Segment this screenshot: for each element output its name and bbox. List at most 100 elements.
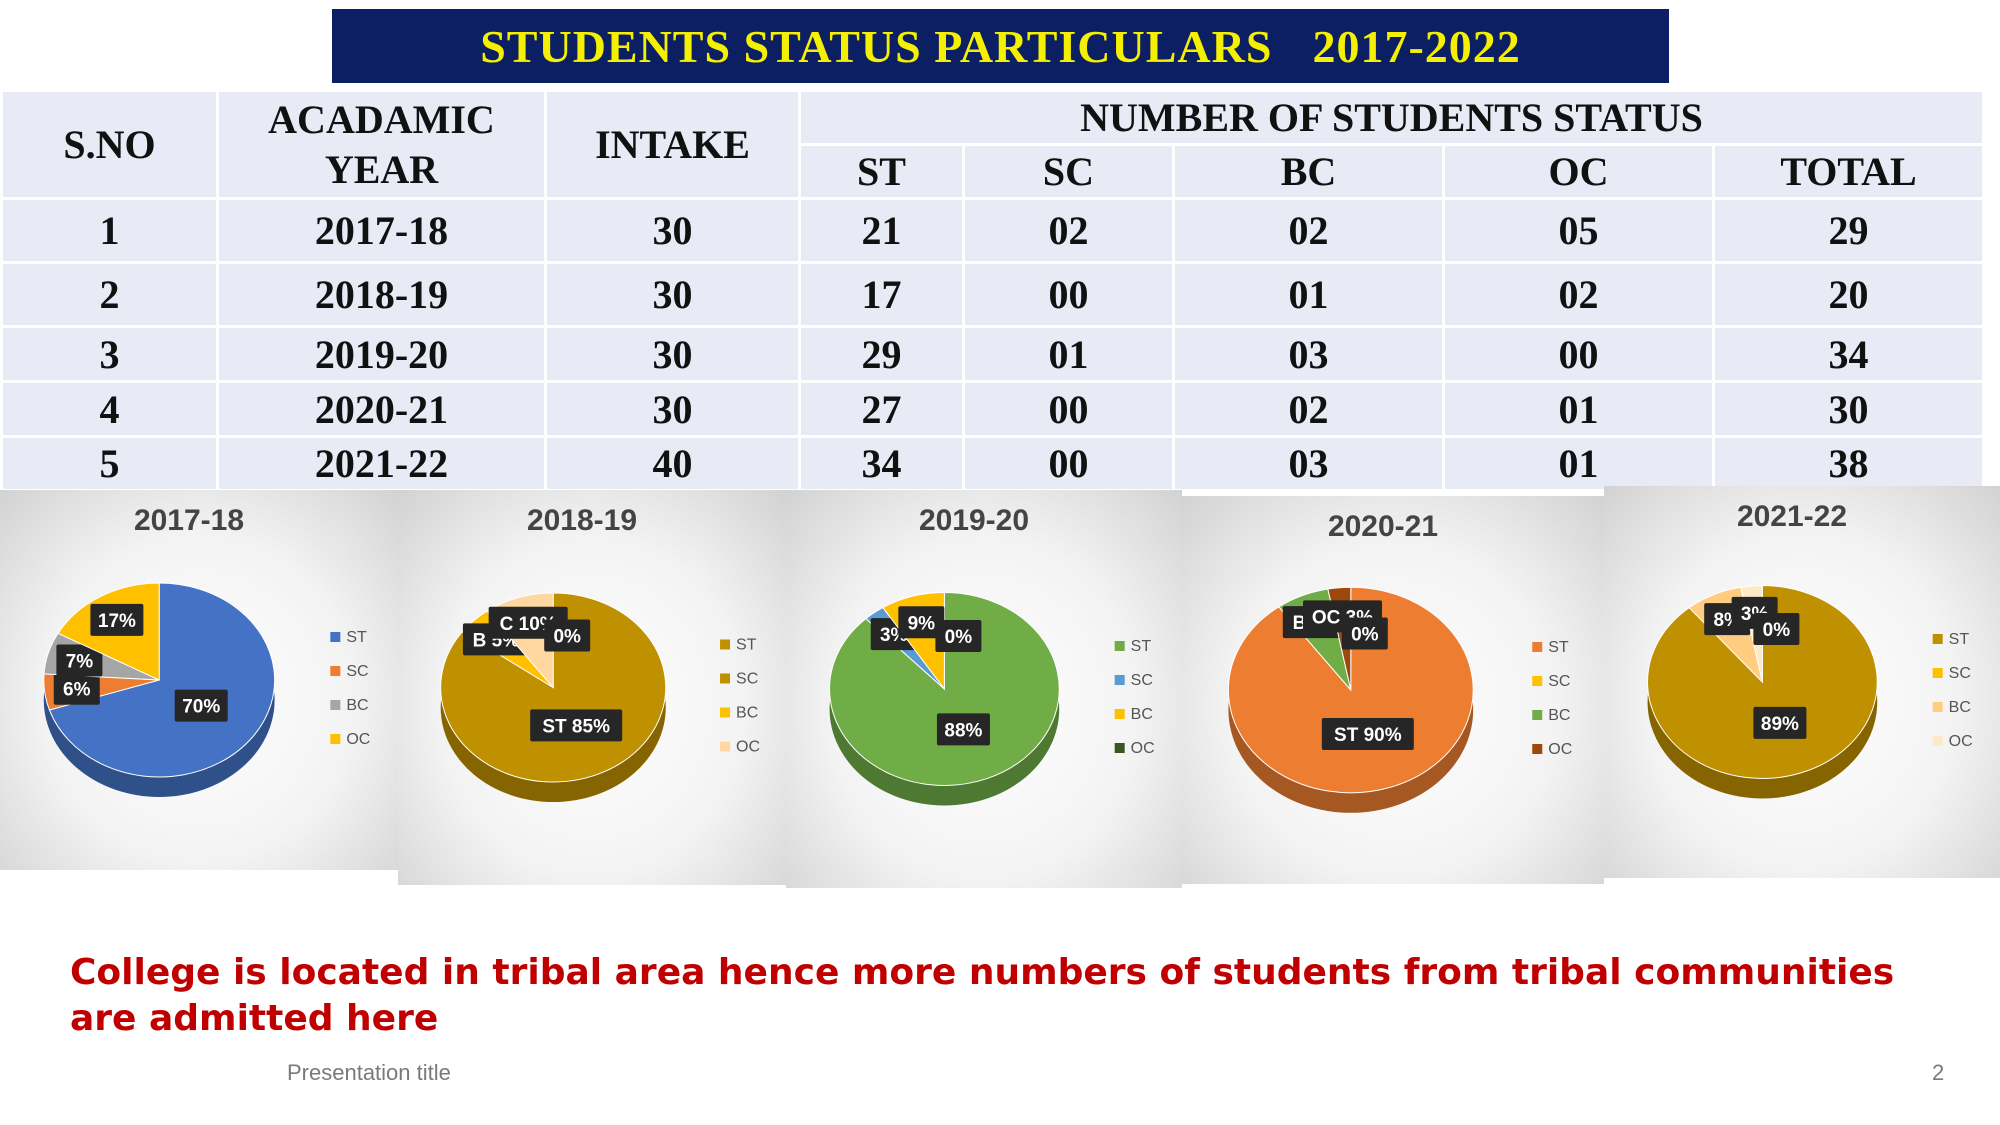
cell-sno: 3 [0,325,219,383]
cell-oc: 01 [1442,380,1715,438]
slide-title-years: 2017-2022 [1312,20,1521,72]
pie-chart-title: 2017-18 [134,504,244,537]
header-intake: INTAKE [544,89,801,200]
cell-year: 2018-19 [216,261,547,328]
cell-year: 2021-22 [216,435,547,492]
cell-total: 30 [1711,380,1986,438]
data-label: C 10% [500,614,557,635]
legend-label-oc: OC [1548,741,1572,758]
data-label: 6% [63,680,91,701]
cell-oc: 01 [1442,435,1715,492]
data-label-box [1753,612,1800,645]
cell-bc: 02 [1172,380,1445,438]
students-status-table: S.NO ACADAMIC YEAR INTAKE NUMBER OF STUD… [0,89,1986,492]
header-total: TOTAL [1711,143,1986,200]
data-label-box [53,672,100,705]
cell-total: 20 [1711,261,1986,328]
legend-swatch-oc [720,741,731,752]
data-label: ST 85% [542,716,610,737]
cell-sc: 02 [962,197,1175,264]
data-label-box [936,713,990,746]
table-row: 2 2018-19 30 17 00 01 02 20 [0,261,1986,328]
legend-label-sc: SC [346,663,368,680]
legend-swatch-bc [1932,702,1943,712]
data-label: 0% [553,627,581,648]
data-label: 0% [1351,624,1379,645]
legend-label-st: ST [1949,631,1970,648]
cell-bc: 01 [1172,261,1445,328]
legend-swatch-oc [1114,743,1125,753]
legend-swatch-bc [330,700,341,710]
cell-intake: 30 [544,325,801,383]
cell-bc: 03 [1172,325,1445,383]
cell-total: 29 [1711,197,1986,264]
page-number: 2 [1932,1060,1945,1085]
legend-label-sc: SC [736,671,758,688]
cell-st: 21 [798,197,965,264]
note-text: College is located in tribal area hence … [70,952,1895,1039]
data-label-box [1341,617,1388,650]
legend-label-oc: OC [1131,740,1155,757]
table-row: 5 2021-22 40 34 00 03 01 38 [0,435,1986,492]
legend-swatch-st [1932,634,1943,644]
pie-chart-svg: 2017-18 70% 6% 7%17% ST SC BC OC [43,504,370,797]
pie-chart-panel-1: 2018-19 ST 85% B 5% C 10% 0% ST SC BC OC [398,490,786,885]
cell-sc: 00 [962,435,1175,492]
data-label: ST 90% [1334,725,1402,746]
legend-label-oc: OC [346,731,370,748]
data-label: 88% [944,720,982,741]
data-label-box [1321,717,1414,750]
legend-swatch-sc [330,666,341,676]
cell-oc: 02 [1442,261,1715,328]
legend-swatch-oc [1932,736,1943,746]
title-banner: STUDENTS STATUS PARTICULARS 2017-2022 [332,9,1669,83]
data-label-box [530,709,623,742]
header-academic-year-line2: YEAR [324,146,439,192]
cell-intake: 30 [544,380,801,438]
pie-chart-title: 2018-19 [527,504,637,537]
header-academic-year: ACADAMIC YEAR [216,89,547,200]
cell-year: 2020-21 [216,380,547,438]
legend-label-oc: OC [736,739,760,756]
header-number-of-students-status: NUMBER OF STUDENTS STATUS [797,89,1986,146]
data-label: 70% [182,697,220,718]
legend-swatch-sc [720,673,731,684]
legend-swatch-sc [1932,668,1943,678]
cell-sc: 00 [962,261,1175,328]
cell-st: 27 [798,380,965,438]
legend-swatch-bc [1532,710,1543,720]
data-label: 9% [908,613,936,634]
cell-total: 34 [1711,325,1986,383]
cell-st: 17 [798,261,965,328]
legend-swatch-bc [1114,709,1125,719]
legend-label-sc: SC [1548,673,1570,690]
data-label-box [174,689,228,722]
legend-swatch-oc [330,734,341,744]
legend-swatch-sc [1532,676,1543,686]
cell-intake: 30 [544,261,801,328]
legend-label-st: ST [736,637,757,654]
cell-sc: 01 [962,325,1175,383]
data-label: 89% [1761,714,1799,735]
header-sc: SC [962,143,1175,200]
table-row: 1 2017-18 30 21 02 02 05 29 [0,197,1986,264]
header-st: ST [798,143,965,200]
header-sno: S.NO [0,89,219,200]
pie-chart-title: 2020-21 [1328,510,1438,543]
legend-swatch-st [720,639,731,650]
cell-sc: 00 [962,380,1175,438]
table-row: 3 2019-20 30 29 01 03 00 34 [0,325,1986,383]
legend-label-bc: BC [346,697,368,714]
cell-total: 38 [1711,435,1986,492]
cell-bc: 03 [1172,435,1445,492]
legend-label-bc: BC [736,705,758,722]
cell-year: 2019-20 [216,325,547,383]
data-label: 7% [66,652,94,673]
cell-intake: 40 [544,435,801,492]
header-academic-year-line1: ACADAMIC [268,96,495,142]
